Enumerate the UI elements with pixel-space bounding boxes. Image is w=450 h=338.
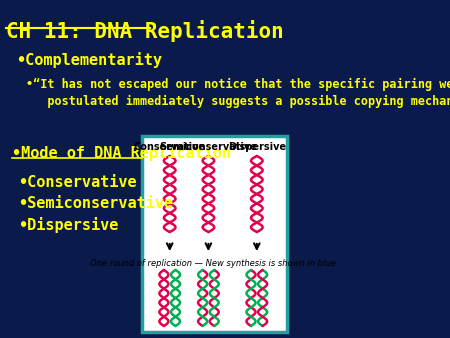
Text: CH 11: DNA Replication: CH 11: DNA Replication	[6, 20, 284, 42]
Text: One round of replication — New synthesis is shown in blue: One round of replication — New synthesis…	[90, 259, 336, 268]
Text: •Semiconservative: •Semiconservative	[18, 196, 173, 211]
Text: •Complementarity: •Complementarity	[16, 52, 162, 68]
Text: postulated immediately suggests a possible copying mechanism … ”: postulated immediately suggests a possib…	[26, 95, 450, 108]
Text: Dispersive: Dispersive	[228, 142, 286, 152]
Text: •“It has not escaped our notice that the specific pairing we have: •“It has not escaped our notice that the…	[26, 78, 450, 91]
Text: Semiconservative: Semiconservative	[159, 142, 257, 152]
Text: •Conservative: •Conservative	[18, 175, 137, 190]
Text: Conservative: Conservative	[134, 142, 206, 152]
Text: •Mode of DNA Replication: •Mode of DNA Replication	[12, 145, 230, 161]
Text: •Dispersive: •Dispersive	[18, 217, 118, 233]
Bar	[142, 136, 287, 332]
